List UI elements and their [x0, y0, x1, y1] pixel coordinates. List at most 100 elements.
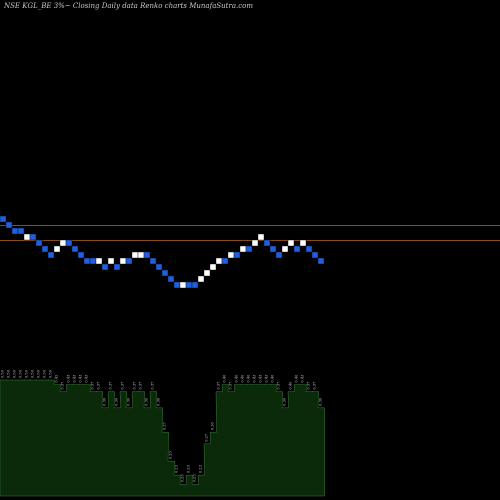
- volume-label: 0.43: [67, 374, 71, 383]
- renko-brick-down: [113, 263, 121, 271]
- renko-brick-up: [23, 233, 31, 241]
- renko-brick-down: [293, 245, 301, 253]
- renko-brick-down: [71, 245, 79, 253]
- renko-brick-up: [119, 257, 127, 265]
- renko-brick-down: [125, 257, 133, 265]
- renko-brick-up: [299, 239, 307, 247]
- reference-lines: [0, 225, 500, 241]
- renko-brick-down: [161, 269, 169, 277]
- renko-brick-down: [185, 281, 193, 289]
- volume-label: 0.30: [127, 397, 131, 406]
- volume-label: 0.50: [31, 369, 35, 378]
- renko-brick-up: [203, 269, 211, 277]
- volume-label: 0.40: [247, 374, 251, 383]
- renko-brick-down: [35, 239, 43, 247]
- volume-label: 0.37: [97, 381, 101, 390]
- renko-brick-down: [0, 215, 7, 223]
- volume-label: 0.30: [103, 397, 107, 406]
- renko-brick-down: [269, 245, 277, 253]
- volume-label: 0.30: [115, 397, 119, 406]
- renko-brick-down: [155, 263, 163, 271]
- volume-label: 0.50: [25, 369, 29, 378]
- volume-label: 0.50: [43, 369, 47, 378]
- volume-label: 0.37: [109, 381, 113, 390]
- volume-label: 0.37: [277, 381, 281, 390]
- volume-label: 0.30: [283, 397, 287, 406]
- renko-brick-down: [173, 281, 181, 289]
- volume-label: 0.40: [241, 374, 245, 383]
- volume-label: 0.43: [265, 374, 269, 383]
- renko-brick-down: [311, 251, 319, 259]
- renko-brick-up: [137, 251, 145, 259]
- renko-brick-down: [143, 251, 151, 259]
- renko-brick-up: [53, 245, 61, 253]
- renko-brick-up: [251, 239, 259, 247]
- renko-brick-up: [281, 245, 289, 253]
- renko-brick-up: [95, 257, 103, 265]
- volume-label: 0.23: [199, 464, 203, 473]
- volume-label: 0.23: [193, 474, 197, 483]
- volume-label: 0.30: [319, 397, 323, 406]
- renko-brick-down: [149, 257, 157, 265]
- volume-label: 0.50: [7, 369, 11, 378]
- volume-label: 0.50: [13, 369, 17, 378]
- volume-label: 0.37: [91, 381, 95, 390]
- volume-label: 0.30: [157, 397, 161, 406]
- volume-label: 0.43: [79, 374, 83, 383]
- volume-label: 0.37: [313, 381, 317, 390]
- renko-brick-down: [41, 245, 49, 253]
- volume-label: 0.50: [1, 369, 5, 378]
- volume-label: 0.23: [175, 464, 179, 473]
- chart-title: NSE KGL_BE 3%~ Closing Daily data Renko …: [3, 2, 253, 10]
- volume-labels: 0.50 0.50 0.50 0.50 0.50 0.50 0.50 0.50 0.500.42…: [1, 369, 323, 482]
- volume-label: 0.37: [121, 381, 125, 390]
- renko-brick-down: [11, 227, 19, 235]
- renko-brick-down: [263, 239, 271, 247]
- renko-brick-down: [77, 251, 85, 259]
- volume-label: 0.50: [49, 369, 53, 378]
- renko-brick-up: [287, 239, 295, 247]
- renko-brick-down: [167, 275, 175, 283]
- volume-label: 0.37: [139, 381, 143, 390]
- renko-brick-down: [221, 257, 229, 265]
- renko-brick-down: [83, 257, 91, 265]
- volume-label: 0.40: [223, 374, 227, 383]
- volume-label: 0.37: [229, 381, 233, 390]
- volume-label: 0.37: [151, 381, 155, 390]
- volume-label: 0.23: [169, 450, 173, 459]
- renko-brick-down: [275, 251, 283, 259]
- renko-brick-up: [257, 233, 265, 241]
- renko-brick-up: [179, 281, 187, 289]
- volume-label: 0.37: [61, 381, 65, 390]
- renko-brick-up: [59, 239, 67, 247]
- volume-label: 0.37: [307, 381, 311, 390]
- volume-polygon: [0, 379, 325, 497]
- volume-label: 0.40: [271, 374, 275, 383]
- renko-bricks: [0, 215, 325, 289]
- volume-label: 0.40: [235, 374, 239, 383]
- renko-brick-down: [47, 251, 55, 259]
- renko-brick-up: [227, 251, 235, 259]
- renko-brick-up: [131, 251, 139, 259]
- volume-label: 0.30: [145, 397, 149, 406]
- volume-label: 0.27: [163, 421, 167, 430]
- renko-brick-up: [215, 257, 223, 265]
- renko-brick-down: [317, 257, 325, 265]
- renko-brick-down: [191, 281, 199, 289]
- volume-label: 0.40: [289, 381, 293, 390]
- volume-label: 0.50: [37, 369, 41, 378]
- volume-label: 0.23: [181, 474, 185, 483]
- volume-label: 0.37: [217, 381, 221, 390]
- renko-brick-up: [209, 263, 217, 271]
- renko-brick-down: [101, 263, 109, 271]
- renko-brick-up: [107, 257, 115, 265]
- renko-brick-up: [239, 245, 247, 253]
- volume-label: 0.30: [211, 421, 215, 430]
- volume-label: 0.43: [73, 374, 77, 383]
- volume-label: 0.50: [19, 369, 23, 378]
- volume-label: 0.43: [253, 374, 257, 383]
- volume-label: 0.23: [187, 464, 191, 473]
- volume-label: 0.42: [55, 375, 59, 383]
- volume-label: 0.43: [301, 374, 305, 383]
